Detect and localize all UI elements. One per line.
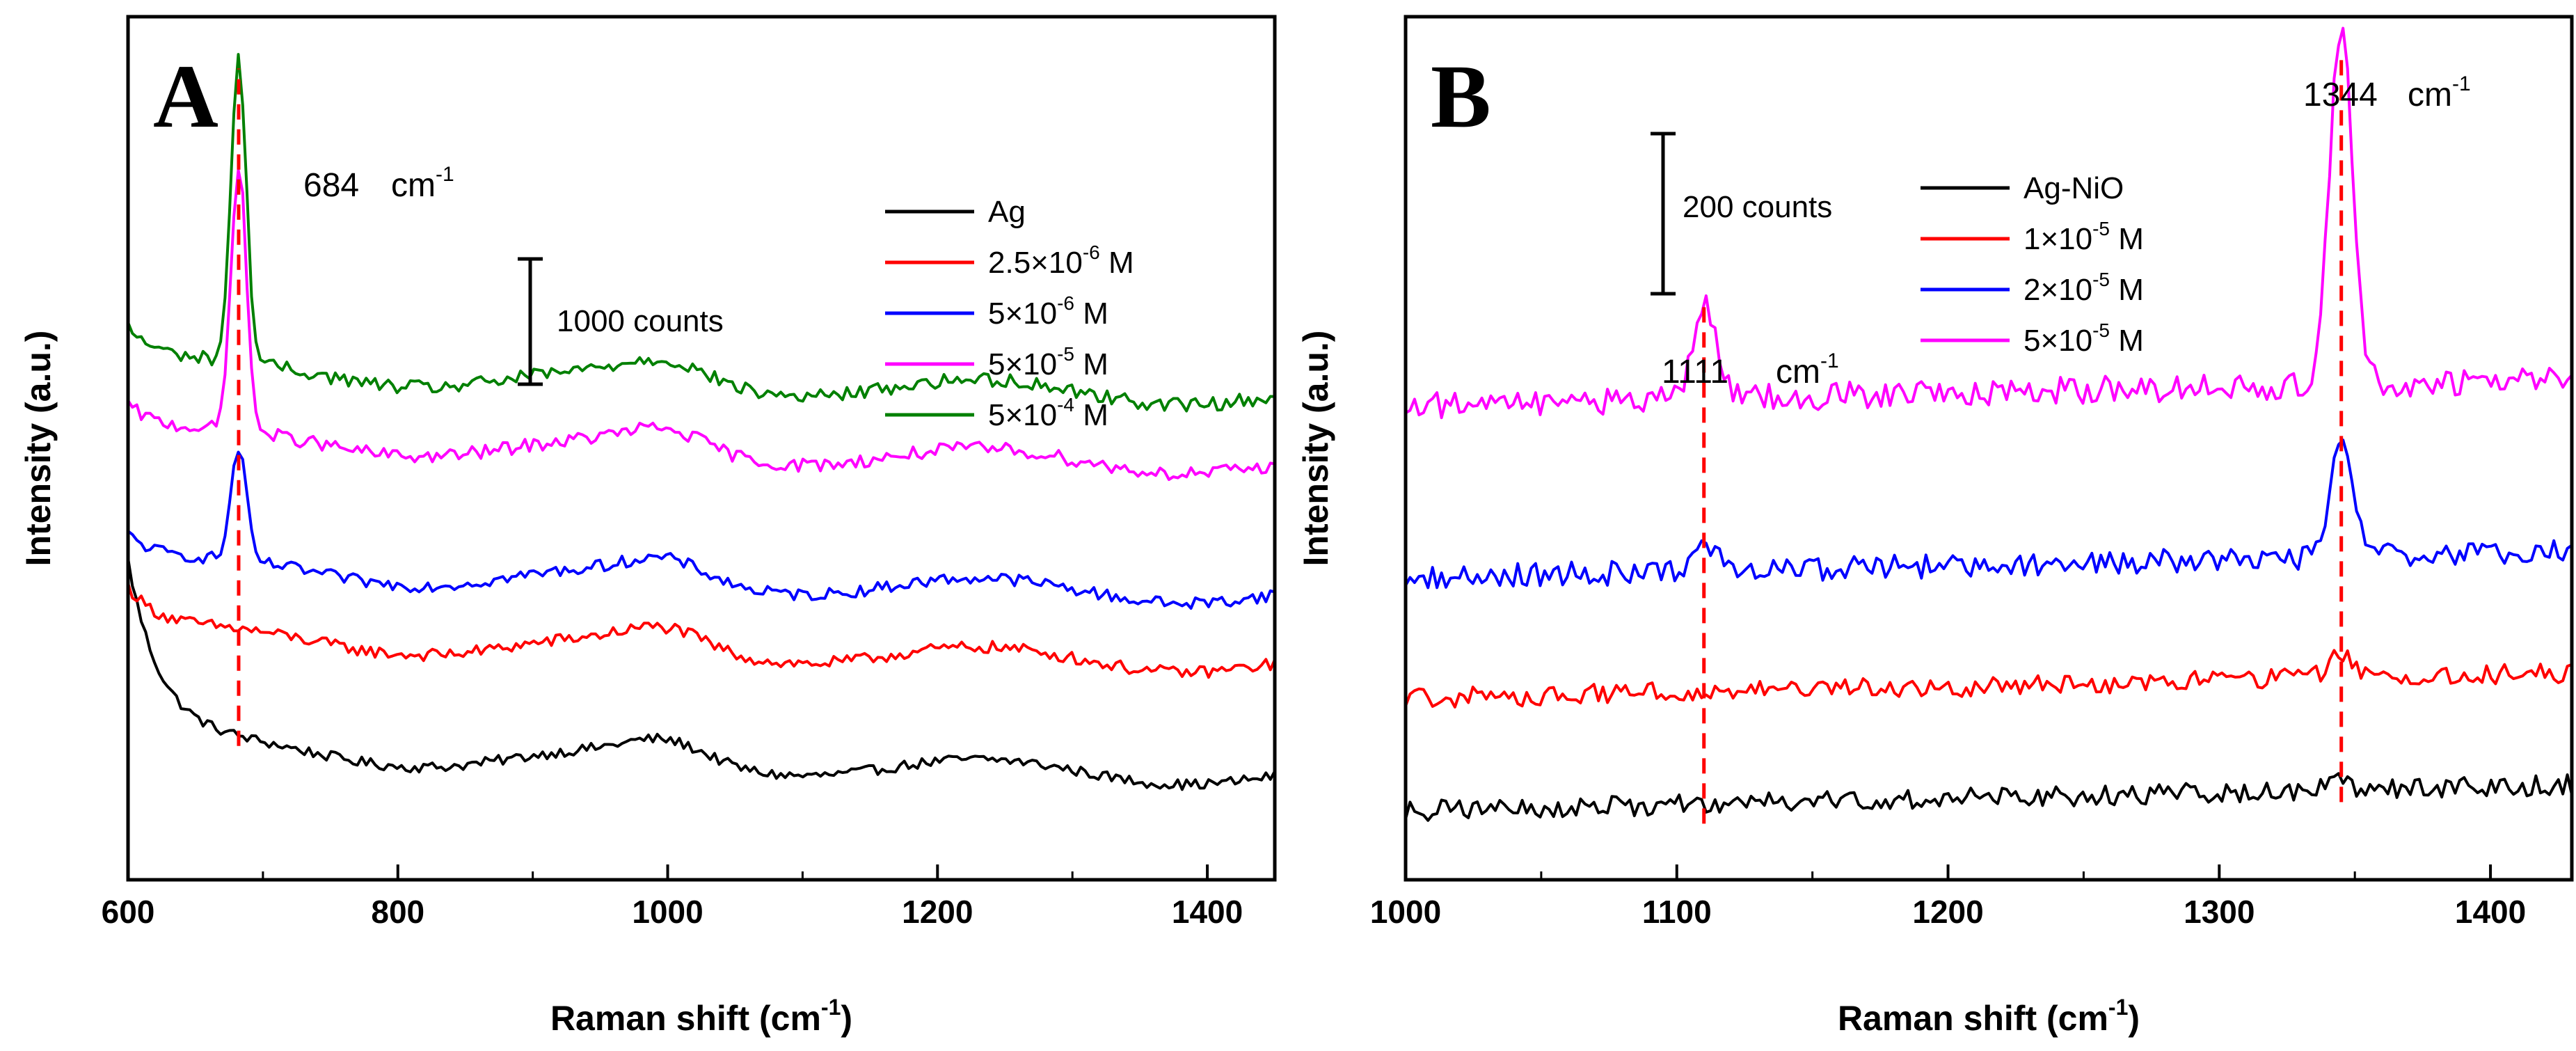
legend-label-1: 2.5×10-6 M xyxy=(988,242,1134,280)
x-tick-label-1000: 1000 xyxy=(632,894,703,930)
legend-label-2: 5×10-6 M xyxy=(988,292,1108,331)
panel-a-ticks: 600 800 1000 1200 1400 xyxy=(102,864,1243,930)
series-line-2 xyxy=(127,450,1275,610)
peak-1111-value: 1111 xyxy=(1662,354,1728,390)
panel-b-series xyxy=(1404,26,2573,824)
x-tick-label-800: 800 xyxy=(371,894,424,930)
panel-a: 600 800 1000 1200 1400 A 684 cm-1 1000 count… xyxy=(19,15,1277,1038)
panel-b-peak-labels: 1111 cm-1 1344 cm-1 xyxy=(1662,72,2471,390)
peak-1344-value: 1344 xyxy=(2303,77,2378,113)
panel-b-letter: B xyxy=(1431,47,1491,147)
legend-label-3: 5×10-5 M xyxy=(988,343,1108,381)
panel-b: 1000 1100 1200 1300 1400 B 1111 cm-1 1344 cm… xyxy=(1296,15,2574,1038)
scale-bar-label: 200 counts xyxy=(1683,190,1832,224)
series-line-3 xyxy=(1404,26,2573,420)
panel-a-peak-label: 684 cm-1 xyxy=(303,163,454,204)
x-tick-label-1000: 1000 xyxy=(1370,894,1441,930)
legend-label-4: 5×10-4 M xyxy=(988,394,1108,432)
series-line-0 xyxy=(1404,772,2573,822)
panel-a-y-axis-title: Intensity (a.u.) xyxy=(19,331,58,567)
peak-684-value: 684 xyxy=(303,167,359,204)
legend-label-1: 1×10-5 M xyxy=(2024,218,2144,256)
panel-a-series xyxy=(127,53,1276,791)
legend-label-2: 2×10-5 M xyxy=(2024,269,2144,307)
panel-b-legend: Ag-NiO 1×10-5 M 2×10-5 M 5×10-5 M xyxy=(1921,171,2144,358)
x-tick-label-1100: 1100 xyxy=(1642,894,1712,930)
panel-a-legend: Ag 2.5×10-6 M 5×10-6 M 5×10-5 M 5×10-4 M xyxy=(885,195,1134,432)
panel-b-x-axis-title: Raman shift (cm-1) xyxy=(1838,995,2140,1038)
series-line-2 xyxy=(1404,438,2573,590)
x-tick-label-1200: 1200 xyxy=(902,894,973,930)
x-tick-label-600: 600 xyxy=(102,894,155,930)
legend-label-3: 5×10-5 M xyxy=(2024,319,2144,358)
series-line-1 xyxy=(127,583,1276,679)
peak-684-unit: cm-1 xyxy=(391,163,454,204)
series-line-1 xyxy=(1404,649,2573,709)
x-tick-label-1300: 1300 xyxy=(2184,894,2255,930)
panel-b-scale-bar: 200 counts xyxy=(1651,132,1832,296)
legend-label-0: Ag xyxy=(988,195,1026,229)
series-line-0 xyxy=(127,558,1276,791)
x-tick-label-1400: 1400 xyxy=(1172,894,1243,930)
panel-b-y-axis-title: Intensity (a.u.) xyxy=(1296,331,1335,567)
panel-a-frame xyxy=(126,15,1277,882)
legend-label-0: Ag-NiO xyxy=(2024,171,2124,205)
x-tick-label-1200: 1200 xyxy=(1912,894,1983,930)
peak-1111-unit: cm-1 xyxy=(1776,349,1839,390)
peak-1344-unit: cm-1 xyxy=(2408,72,2471,113)
panel-a-letter: A xyxy=(153,47,218,147)
scale-bar-label: 1000 counts xyxy=(557,304,724,338)
panel-b-frame xyxy=(1404,15,2574,882)
x-tick-label-1400: 1400 xyxy=(2455,894,2526,930)
series-line-3 xyxy=(127,168,1275,481)
panel-a-scale-bar: 1000 counts xyxy=(518,257,724,386)
series-line-4 xyxy=(127,53,1275,413)
panel-b-ticks: 1000 1100 1200 1300 1400 xyxy=(1370,864,2526,930)
panel-a-x-axis-title: Raman shift (cm-1) xyxy=(550,995,852,1038)
